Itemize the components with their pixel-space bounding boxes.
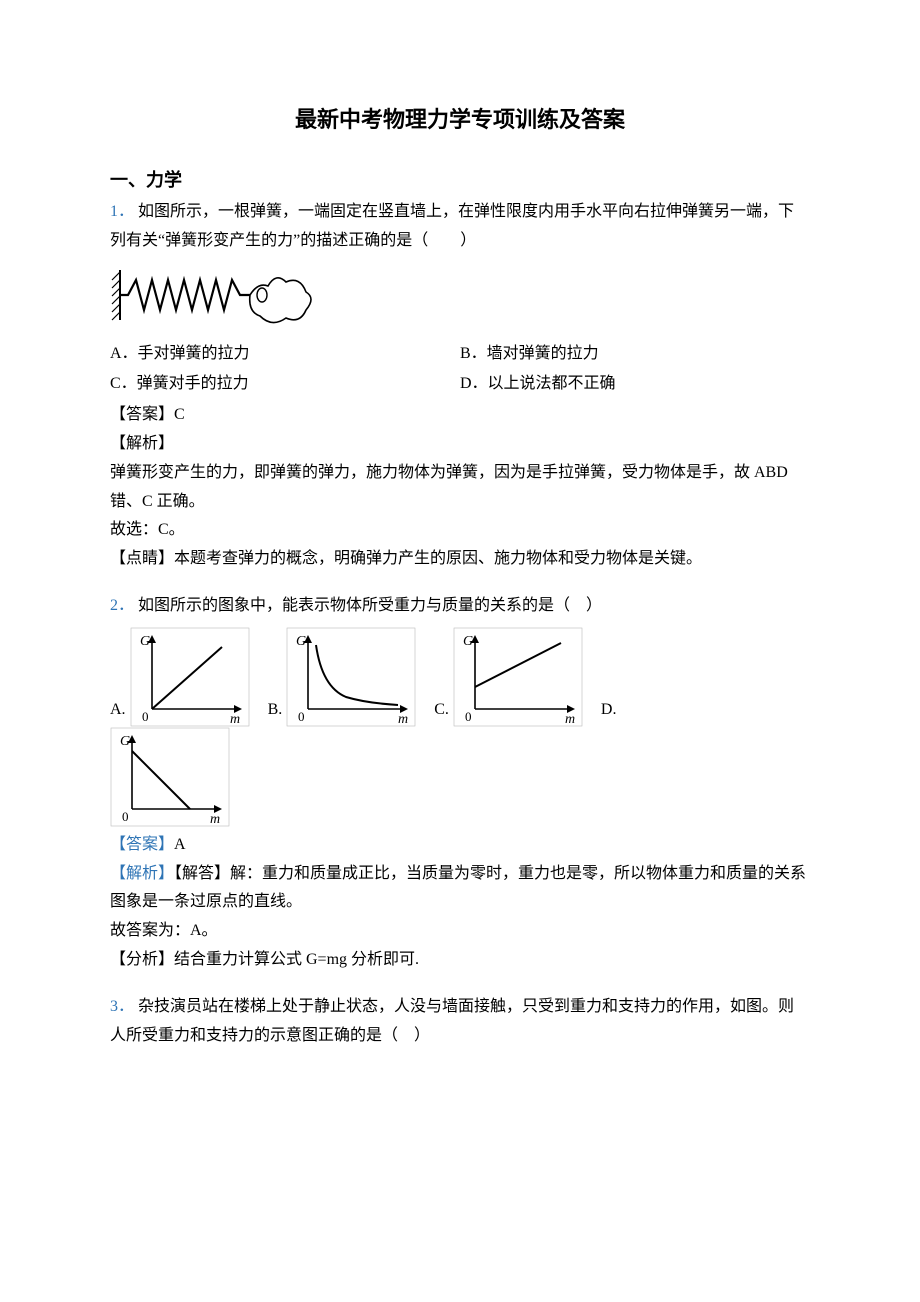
q1-text: 如图所示，一根弹簧，一端固定在竖直墙上，在弹性限度内用手水平向右拉伸弹簧另一端，… xyxy=(110,203,794,249)
q2-explain-prefix: 【解析】 xyxy=(110,865,174,882)
q2-letter-b: B. xyxy=(268,696,283,727)
q2-letter-c: C. xyxy=(434,696,449,727)
svg-text:0: 0 xyxy=(142,709,149,724)
q2-chart-d: G m 0 xyxy=(110,727,230,827)
q1-explain-2: 故选：C。 xyxy=(110,516,810,545)
q2-answer-value: A xyxy=(174,836,186,853)
q2-letter-a: A. xyxy=(110,696,126,727)
q2-text: 如图所示的图象中，能表示物体所受重力与质量的关系的是（ ） xyxy=(138,597,602,614)
chart-a-icon: G m 0 xyxy=(130,627,250,727)
svg-text:G: G xyxy=(296,634,306,649)
q2-answer: 【答案】A xyxy=(110,831,810,860)
chart-d-icon: G m 0 xyxy=(110,727,230,827)
spring-hand-icon xyxy=(110,262,320,332)
svg-text:0: 0 xyxy=(122,809,129,824)
svg-text:G: G xyxy=(120,734,130,749)
q1-answer: 【答案】C xyxy=(110,401,810,430)
svg-text:m: m xyxy=(210,812,220,827)
svg-text:G: G xyxy=(140,634,150,649)
q1-point: 【点睛】本题考查弹力的概念，明确弹力产生的原因、施力物体和受力物体是关键。 xyxy=(110,545,810,574)
q3-text: 杂技演员站在楼梯上处于静止状态，人没与墙面接触，只受到重力和支持力的作用，如图。… xyxy=(110,998,794,1044)
q1-opt-c: C．弹簧对手的拉力 xyxy=(110,370,460,399)
q1-options-row1: A．手对弹簧的拉力 B．墙对弹簧的拉力 xyxy=(110,340,810,369)
section-header: 一、力学 xyxy=(110,164,810,196)
q2-chart-c: C. G m 0 xyxy=(434,627,583,727)
q1-explain-1: 弹簧形变产生的力，即弹簧的弹力，施力物体为弹簧，因为是手拉弹簧，受力物体是手，故… xyxy=(110,459,810,517)
svg-text:m: m xyxy=(565,712,575,727)
q2-explain-2: 故答案为：A。 xyxy=(110,917,810,946)
q3-number: 3． xyxy=(110,998,134,1015)
chart-c-icon: G m 0 xyxy=(453,627,583,727)
svg-text:m: m xyxy=(398,712,408,727)
q2-answer-prefix: 【答案】 xyxy=(110,836,174,853)
q1-stem: 1．如图所示，一根弹簧，一端固定在竖直墙上，在弹性限度内用手水平向右拉伸弹簧另一… xyxy=(110,198,810,256)
chart-b-icon: G m 0 xyxy=(286,627,416,727)
q3-stem: 3．杂技演员站在楼梯上处于静止状态，人没与墙面接触，只受到重力和支持力的作用，如… xyxy=(110,993,810,1051)
q2-explain: 【解析】【解答】解：重力和质量成正比，当质量为零时，重力也是零，所以物体重力和质… xyxy=(110,860,810,918)
q2-letter-d: D. xyxy=(601,696,617,727)
q1-explain-label: 【解析】 xyxy=(110,430,810,459)
q2-chart-a: A. G m 0 xyxy=(110,627,250,727)
q2-stem: 2．如图所示的图象中，能表示物体所受重力与质量的关系的是（ ） xyxy=(110,592,810,621)
q2-charts-row1: A. G m 0 B. G m 0 C. xyxy=(110,627,810,727)
q2-number: 2． xyxy=(110,597,134,614)
q1-opt-b: B．墙对弹簧的拉力 xyxy=(460,340,810,369)
q1-number: 1． xyxy=(110,203,134,220)
svg-text:m: m xyxy=(230,712,240,727)
svg-text:0: 0 xyxy=(465,709,472,724)
svg-text:G: G xyxy=(463,634,473,649)
page-title: 最新中考物理力学专项训练及答案 xyxy=(110,100,810,140)
svg-text:0: 0 xyxy=(298,709,305,724)
q2-analysis: 【分析】结合重力计算公式 G=mg 分析即可. xyxy=(110,946,810,975)
q2-explain-label: 【解答】解： xyxy=(174,865,262,882)
q2-letter-d-wrap: D. xyxy=(601,696,617,727)
q2-charts-row2: G m 0 xyxy=(110,727,810,827)
q1-figure xyxy=(110,262,810,332)
q1-options-row2: C．弹簧对手的拉力 D．以上说法都不正确 xyxy=(110,370,810,399)
q2-chart-b: B. G m 0 xyxy=(268,627,417,727)
q1-opt-d: D．以上说法都不正确 xyxy=(460,370,810,399)
q1-opt-a: A．手对弹簧的拉力 xyxy=(110,340,460,369)
